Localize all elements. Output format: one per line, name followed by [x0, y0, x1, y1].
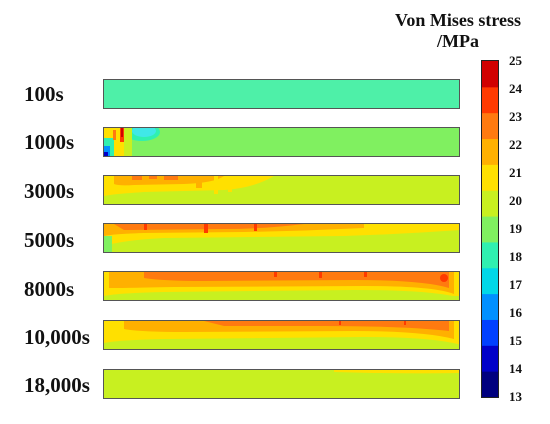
legend-title: Von Mises stress /MPa	[368, 10, 548, 52]
legend-tick: 19	[509, 221, 522, 236]
time-label-5000s: 5000s	[24, 228, 75, 252]
stress-contour-8000s	[103, 271, 460, 301]
stress-contour-100s	[103, 79, 460, 109]
legend-tick: 23	[509, 109, 522, 124]
legend-tick: 21	[509, 165, 522, 180]
stress-contour-10000s	[103, 320, 460, 350]
time-label-18000s: 18,000s	[24, 373, 90, 397]
time-label-10000s: 10,000s	[24, 325, 90, 349]
legend-tick: 16	[509, 305, 522, 320]
stress-contour-18000s	[103, 369, 460, 399]
color-scale-segment	[482, 319, 498, 346]
color-scale-segment	[482, 241, 498, 269]
legend-tick: 14	[509, 361, 522, 376]
legend-tick: 22	[509, 137, 522, 152]
stress-contour-3000s	[103, 175, 460, 205]
color-scale-segment	[482, 267, 498, 295]
legend-tick: 17	[509, 277, 522, 292]
legend-tick: 13	[509, 389, 522, 404]
stress-contour-1000s	[103, 127, 460, 157]
time-label-3000s: 3000s	[24, 179, 75, 203]
legend-tick: 15	[509, 333, 522, 348]
color-scale-bar	[481, 60, 499, 398]
color-scale-segment	[482, 190, 498, 217]
color-scale-segment	[482, 164, 498, 191]
color-scale-segment	[482, 293, 498, 320]
legend-title-line1: Von Mises stress	[394, 10, 521, 30]
legend-tick: 18	[509, 249, 522, 264]
color-scale-segment	[482, 345, 498, 372]
legend-tick: 24	[509, 81, 522, 96]
legend-tick: 20	[509, 193, 522, 208]
color-scale-segment	[482, 138, 498, 165]
color-scale-segment	[482, 216, 498, 243]
color-scale-segment	[482, 371, 498, 397]
time-label-1000s: 1000s	[24, 130, 75, 154]
color-scale-segment	[482, 61, 498, 88]
stress-contour-5000s	[103, 223, 460, 253]
time-label-8000s: 8000s	[24, 277, 75, 301]
color-scale-segment	[482, 86, 498, 114]
time-label-100s: 100s	[24, 82, 64, 106]
legend-tick: 25	[509, 53, 522, 68]
color-scale-segment	[482, 112, 498, 140]
legend-title-line2: /MPa	[437, 31, 479, 51]
